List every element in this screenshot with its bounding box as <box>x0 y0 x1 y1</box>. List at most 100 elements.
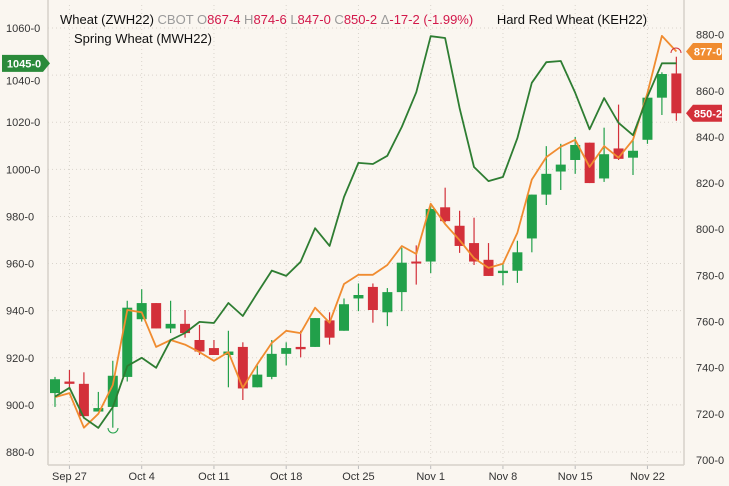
legend-high-value: 874-6 <box>253 12 287 27</box>
candle <box>541 146 552 205</box>
candle-body <box>93 408 104 412</box>
right-axis-tick-label: 740-0 <box>696 363 724 375</box>
candle <box>656 72 667 115</box>
candle-body <box>396 262 407 293</box>
candle-body <box>208 348 219 355</box>
candle-body <box>570 144 581 160</box>
legend-row-1: Wheat (ZWH22) CBOT O867-4 H874-6 L847-0 … <box>60 10 647 29</box>
candle-body <box>151 303 162 329</box>
wheat-price-tag-label: 850-2 <box>694 108 722 120</box>
candle-body <box>497 270 508 274</box>
candle-body <box>122 307 133 377</box>
candle-body <box>469 243 480 262</box>
candle <box>396 247 407 312</box>
wheat-price-tag-shape <box>686 104 722 122</box>
candle-body <box>440 207 451 222</box>
candle-body <box>78 383 89 417</box>
wheat-price-tag: 850-2 <box>686 104 722 122</box>
candle-body <box>599 154 610 179</box>
candle-body <box>656 74 667 98</box>
candle-body <box>584 142 595 184</box>
left-axis-tick-label: 1020-0 <box>6 117 40 129</box>
hard-red-wheat-price-tag-shape <box>686 43 722 61</box>
candle-body <box>541 173 552 195</box>
spring-wheat-line <box>54 35 677 429</box>
candle <box>310 318 321 347</box>
candle <box>194 324 205 355</box>
candle <box>64 369 75 389</box>
candle-body <box>367 286 378 310</box>
right-axis-tick-label: 840-0 <box>696 132 724 144</box>
legend-close-label: C <box>334 12 344 27</box>
candle-body <box>642 97 653 140</box>
legend-low-value: 847-0 <box>297 12 331 27</box>
legend-close-value: 850-2 <box>343 12 378 27</box>
legend-low-label: L <box>290 12 298 27</box>
candle <box>93 391 104 412</box>
candle <box>555 143 566 190</box>
candle-body <box>454 225 465 246</box>
candle-body <box>353 294 364 299</box>
candle <box>642 97 653 144</box>
candle <box>78 372 89 417</box>
candle <box>295 330 306 358</box>
candle-body <box>64 381 75 384</box>
x-axis-tick-label: Nov 15 <box>558 471 593 483</box>
candle <box>165 300 176 334</box>
candle-body <box>136 303 147 320</box>
legend: Wheat (ZWH22) CBOT O867-4 H874-6 L847-0 … <box>60 10 647 48</box>
x-axis-tick-label: Oct 25 <box>342 471 374 483</box>
left-axis-tick-label: 960-0 <box>6 259 34 271</box>
candle <box>281 342 292 366</box>
event-marker-icon <box>107 427 119 434</box>
legend-exchange: CBOT <box>157 12 194 27</box>
candle-body <box>628 150 638 158</box>
legend-hard-red-wheat[interactable]: Hard Red Wheat (KEH22) <box>496 12 648 27</box>
right-axis-tick-label: 860-0 <box>696 86 724 98</box>
candle-body <box>165 323 176 329</box>
left-axis-tick-label: 1040-0 <box>6 75 40 87</box>
legend-spring-wheat[interactable]: Spring Wheat (MWH22) <box>74 31 212 46</box>
candle <box>237 342 248 400</box>
x-axis-tick-label: Oct 4 <box>129 471 155 483</box>
spring-wheat-price-tag: 1045-0 <box>2 54 50 72</box>
candle-body <box>266 353 277 377</box>
legend-open-label: O <box>197 12 208 27</box>
candle-body <box>281 348 292 354</box>
candle-body <box>107 375 118 407</box>
candle <box>483 243 494 276</box>
right-axis-tick-label: 880-0 <box>696 30 724 42</box>
candle <box>136 289 147 322</box>
candle-body <box>526 194 537 239</box>
legend-delta-label: Δ <box>380 12 390 27</box>
legend-open-value: 867-4 <box>207 12 241 27</box>
candle <box>367 283 378 323</box>
left-axis-tick-label: 1060-0 <box>6 23 40 35</box>
candle-body <box>50 379 60 394</box>
left-axis-tick-label: 940-0 <box>6 306 34 318</box>
left-axis-tick-label: 980-0 <box>6 211 34 223</box>
candle <box>671 56 682 121</box>
right-axis-tick-label: 700-0 <box>696 455 724 467</box>
left-axis-tick-label: 920-0 <box>6 353 34 365</box>
hard-red-wheat-price-tag-label: 877-0 <box>694 47 722 59</box>
candle <box>151 303 162 329</box>
legend-delta-value: -17-2 (-1.99%) <box>389 12 474 27</box>
candle-body <box>411 261 422 264</box>
x-axis-tick-label: Oct 18 <box>270 471 302 483</box>
candle <box>599 127 610 182</box>
candle <box>382 288 393 327</box>
candle <box>107 360 118 428</box>
event-marker-icon <box>670 47 682 54</box>
candle-body <box>671 73 682 114</box>
candle <box>454 210 465 253</box>
x-axis-tick-label: Oct 11 <box>198 471 230 483</box>
candle <box>324 312 335 345</box>
spring-wheat-price-tag-label: 1045-0 <box>7 58 41 70</box>
right-axis-tick-label: 720-0 <box>696 409 724 421</box>
spring-wheat-price-tag-shape <box>2 54 50 72</box>
candle <box>353 283 364 312</box>
candle-body <box>324 320 335 338</box>
